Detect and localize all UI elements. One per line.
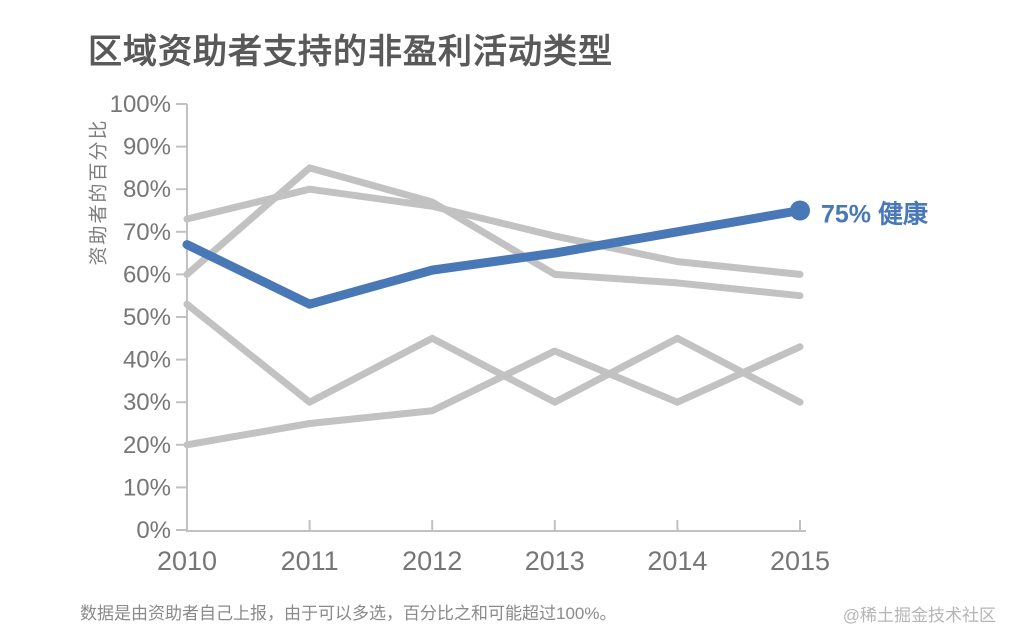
y-tick-label: 20% bbox=[123, 432, 171, 459]
series-endpoint-dot bbox=[790, 200, 810, 221]
y-tick-label: 90% bbox=[123, 134, 171, 161]
y-tick-label: 50% bbox=[123, 304, 171, 331]
series-line-健康 bbox=[182, 206, 805, 309]
chart-footnote: 数据是由资助者自己上报，由于可以多选，百分比之和可能超过100%。 bbox=[80, 604, 617, 623]
series-line-未标注灰线1 bbox=[183, 185, 804, 278]
watermark-credit: @稀土掘金技术社区 bbox=[842, 606, 996, 625]
series-line-未标注灰线4 bbox=[183, 343, 804, 449]
series-line-未标注灰线3 bbox=[183, 300, 804, 406]
y-tick-label: 80% bbox=[123, 176, 171, 203]
x-tick-label: 2010 bbox=[157, 546, 217, 576]
y-tick-label: 30% bbox=[123, 389, 171, 416]
chart-title: 区域资助者支持的非盈利活动类型 bbox=[88, 33, 613, 71]
x-tick-label: 2014 bbox=[647, 546, 707, 576]
x-tick-label: 2012 bbox=[402, 546, 462, 576]
y-tick-label: 60% bbox=[123, 261, 171, 288]
y-tick-label: 70% bbox=[123, 219, 171, 246]
x-tick-label: 2011 bbox=[281, 546, 339, 576]
x-tick-label: 2013 bbox=[525, 546, 585, 576]
series-label-health: 75% 健康 bbox=[821, 200, 928, 229]
x-tick-label: 2015 bbox=[770, 546, 830, 576]
y-tick-label: 0% bbox=[136, 517, 171, 544]
y-tick-label: 40% bbox=[123, 347, 171, 374]
series-line-未标注灰线2 bbox=[183, 164, 804, 300]
y-tick-label: 100% bbox=[110, 91, 171, 118]
y-tick-label: 10% bbox=[123, 474, 171, 501]
